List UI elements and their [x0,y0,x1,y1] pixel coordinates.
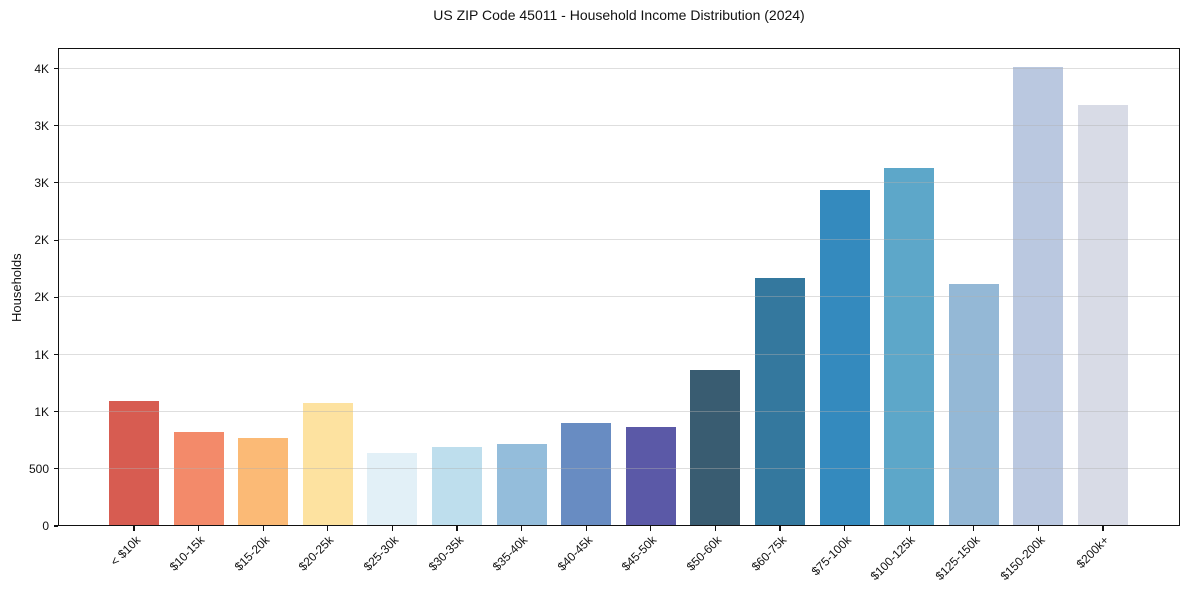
x-tick-label: $25-30k [360,533,402,574]
x-tick-mark [327,526,329,531]
x-tick-label: $40-45k [554,533,596,574]
grid-line [58,124,1180,126]
x-tick-label: $15-20k [231,533,273,574]
x-tick-label: < $10k [107,533,143,569]
x-tick-label: $50-60k [683,533,725,574]
x-tick-mark [391,526,393,531]
x-tick-label: $150-200k [997,533,1048,584]
x-tick-mark [262,526,264,531]
y-tick-label: 0 [42,519,49,533]
y-tick-mark [53,468,58,470]
x-tick-label: $60-75k [748,533,789,574]
bar-15 [1013,67,1064,526]
x-tick-label: $200k+ [1073,533,1112,571]
x-tick-label: $45-50k [619,533,660,574]
x-tick-mark [198,526,200,531]
y-tick-label: 3K [34,175,49,190]
x-tick-mark [779,526,781,531]
y-tick-label: 2K [34,233,49,248]
grid-line [58,239,1180,241]
chart-title: US ZIP Code 45011 - Household Income Dis… [433,7,805,23]
y-tick-mark [53,125,58,127]
x-tick-mark [908,526,910,531]
x-tick-mark [650,526,652,531]
grid-line [58,181,1180,183]
x-tick-label: $125-150k [932,533,983,584]
grid-line [58,410,1180,412]
x-tick-mark [844,526,846,531]
grid-line [58,296,1180,298]
y-tick-label: 500 [28,461,49,476]
x-tick-label: $10-15k [166,533,208,574]
x-tick-label: $75-100k [808,533,854,579]
bar-2 [173,432,224,526]
y-tick-mark [53,411,58,413]
bar-11 [755,278,805,526]
y-tick-mark [53,239,58,241]
bar-8 [561,422,612,526]
grid-line [58,467,1180,469]
bar-10 [690,369,741,526]
grid-line [58,353,1180,355]
x-tick-mark [714,526,716,531]
y-tick-label: 1K [34,404,49,419]
bar-7 [496,444,547,526]
x-tick-mark [456,526,458,531]
y-tick-mark [53,353,58,356]
y-axis-label: Households [9,253,24,322]
y-tick-mark [53,182,58,184]
x-tick-mark [521,526,523,531]
x-tick-mark [133,526,135,531]
y-tick-mark [53,525,58,527]
x-tick-mark [973,526,975,531]
bar-1 [109,401,159,526]
y-tick-mark [53,296,58,298]
x-tick-mark [1037,526,1039,531]
x-tick-mark [585,526,587,531]
bar-4 [302,402,353,526]
x-tick-label: $100-125k [868,533,919,584]
bar-16 [1078,104,1128,526]
x-tick-label: $35-40k [489,533,531,574]
bar-13 [884,168,935,526]
x-tick-mark [1102,526,1104,531]
plot-area [58,48,1180,526]
y-tick-label: 1K [34,347,49,362]
y-tick-mark [53,68,58,70]
x-tick-label: $20-25k [296,533,337,574]
bar-5 [367,452,418,526]
bar-12 [819,189,870,526]
x-tick-label: $30-35k [425,533,466,574]
bar-9 [625,426,676,526]
bar-3 [238,437,289,526]
y-tick-label: 2K [34,290,49,305]
bar-6 [432,447,482,526]
bar-14 [948,284,999,526]
grid-line [58,67,1180,69]
y-tick-label: 3K [34,118,49,133]
y-tick-label: 4K [34,61,49,76]
